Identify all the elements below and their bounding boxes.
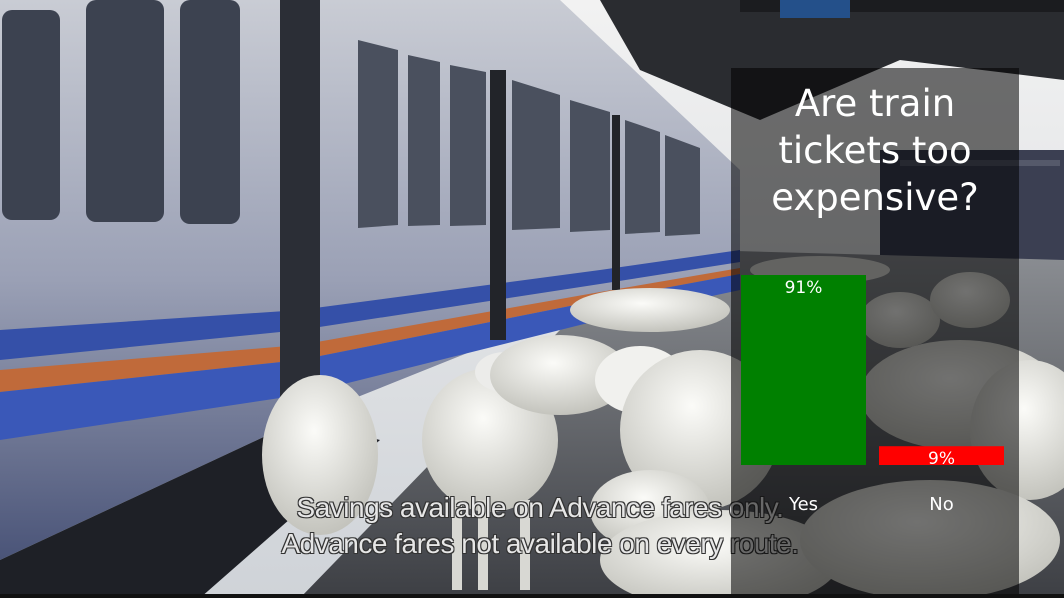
bar-no [879, 446, 1004, 465]
category-label-no: No [929, 494, 953, 515]
subtitle-caption: Savings available on Advance fares only.… [240, 490, 840, 562]
value-label-no: 9% [928, 449, 955, 469]
value-label-yes: 91% [785, 278, 823, 298]
bottom-strip [0, 594, 1064, 598]
caption-line-1: Savings available on Advance fares only. [296, 492, 784, 523]
category-label-yes: Yes [788, 494, 818, 515]
caption-line-2: Advance fares not available on every rou… [281, 528, 799, 559]
bar-yes [741, 275, 866, 465]
chart-title: Are train tickets too expensive? [771, 82, 979, 219]
